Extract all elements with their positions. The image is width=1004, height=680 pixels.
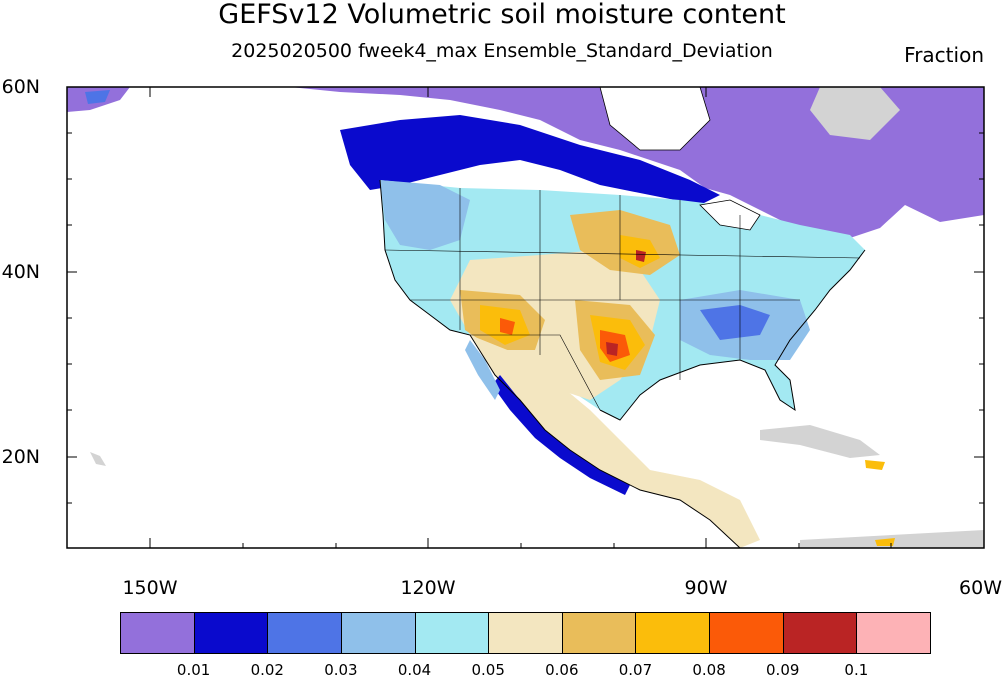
colorbar-label: 0.04: [397, 661, 432, 679]
colorbar-swatch: [856, 612, 931, 654]
colorbar-label: 0.03: [324, 661, 358, 679]
colorbar-swatch: [120, 612, 195, 654]
hawaii-islands: [90, 452, 106, 466]
venezuela-dry: [875, 538, 895, 546]
baja-peninsula: [465, 340, 500, 400]
units-label: Fraction: [904, 43, 984, 67]
west-region: [380, 180, 470, 250]
lat-label-20n: 20N: [1, 446, 40, 468]
colorbar-swatch: [340, 612, 416, 654]
southwest-peak: [500, 318, 515, 335]
state-borders: [384, 188, 861, 411]
greenland-missing: [810, 87, 900, 140]
great-lakes: [699, 199, 761, 231]
lon-label-120w: 120W: [400, 577, 456, 599]
map-subtitle: 2025020500 fweek4_max Ensemble_Standard_…: [231, 40, 773, 62]
colorbar-label: 0.1: [844, 661, 869, 679]
hudson-bay: [599, 87, 711, 151]
cuba-island: [760, 425, 880, 458]
colorbar-swatch: [414, 612, 490, 654]
colorbar-label: 0.01: [176, 661, 211, 679]
colorbar-swatch: [488, 612, 563, 654]
colorbar-swatch: [267, 612, 342, 654]
mexico-coast: [492, 375, 630, 495]
lon-label-90w: 90W: [684, 577, 728, 599]
colorbar-swatch: [709, 612, 784, 654]
southeast-core: [700, 305, 770, 340]
texas-peak: [606, 342, 618, 356]
midwest-peak: [636, 250, 646, 262]
colorbar-swatch: [782, 612, 858, 654]
colorbar-label: 0.07: [618, 661, 653, 679]
hispaniola-island: [865, 460, 885, 470]
colorbar-label: 0.09: [766, 661, 800, 679]
coastline: [379, 179, 866, 548]
alaska-detail: [85, 90, 110, 104]
colorbar-swatch: [193, 612, 269, 654]
lat-label-60n: 60N: [1, 76, 40, 98]
colorbar-label: 0.06: [545, 661, 579, 679]
map-title: GEFSv12 Volumetric soil moisture content: [218, 0, 786, 30]
colorbar-label: 0.02: [250, 661, 284, 679]
boreal-belt: [340, 115, 720, 205]
lat-label-40n: 40N: [1, 261, 40, 283]
lon-label-150w: 150W: [122, 577, 178, 599]
lon-label-60w: 60W: [959, 577, 1002, 599]
canada-region: [290, 87, 984, 238]
colorbar-swatch: [635, 612, 711, 654]
colorbar-label: 0.08: [692, 661, 726, 679]
mexico-region: [470, 335, 760, 548]
tick-marks: [67, 86, 984, 548]
colorbar-label: 0.05: [471, 661, 505, 679]
colorbar-swatch: [561, 612, 637, 654]
